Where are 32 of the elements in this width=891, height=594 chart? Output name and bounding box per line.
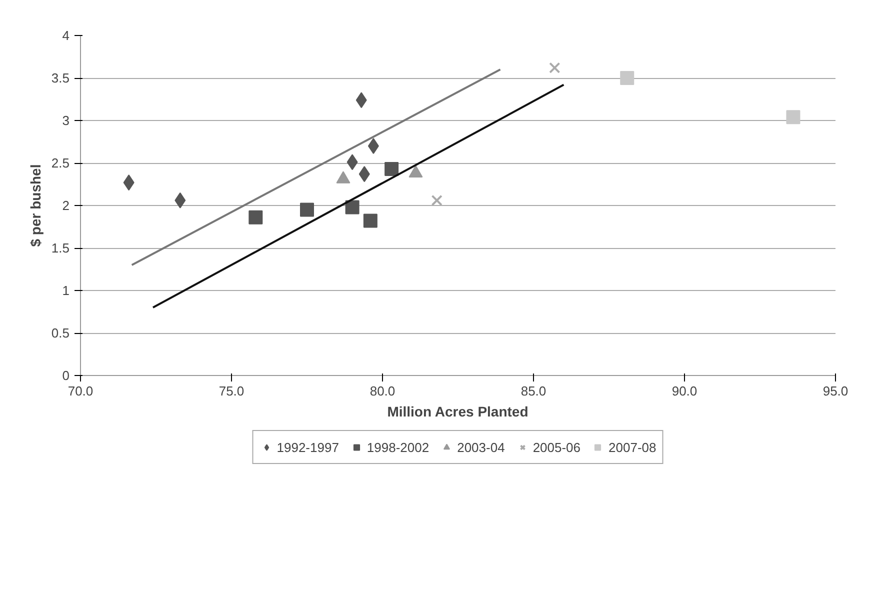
point — [363, 214, 378, 228]
point — [384, 162, 399, 176]
x-tick-label: 70.0 — [68, 384, 94, 398]
legend-label: 2005-06 — [532, 440, 581, 454]
y-tick-label: 4 — [62, 28, 70, 43]
x-tick-label: 95.0 — [822, 384, 848, 398]
point — [300, 202, 314, 217]
x-tick-label: 80.0 — [370, 384, 396, 398]
y-tick-label: 1.5 — [51, 240, 70, 256]
point — [620, 71, 634, 85]
legend-label: 2003-04 — [457, 440, 505, 454]
point — [431, 194, 442, 206]
legend-label: 1992-1997 — [276, 440, 339, 454]
x-axis-title: Million Acres Planted — [387, 404, 528, 420]
y-axis-title: $ per bushel — [27, 164, 44, 247]
y-tick-label: 0.5 — [51, 326, 70, 340]
y-tick-label: 2 — [62, 198, 70, 213]
y-tick-label: 3 — [62, 113, 70, 128]
y-tick-label: 3.5 — [51, 70, 70, 86]
point — [248, 210, 263, 224]
y-tick-label: 1 — [62, 283, 70, 298]
point — [368, 138, 379, 154]
x-tick-label: 90.0 — [672, 384, 698, 398]
x-tick-label: 85.0 — [520, 384, 546, 398]
point — [549, 62, 560, 74]
point — [345, 200, 360, 214]
x-tick-label: 75.0 — [218, 384, 244, 398]
y-tick-label: 0 — [62, 368, 70, 383]
point — [786, 110, 800, 124]
legend-label: 2007-08 — [608, 440, 656, 454]
y-tick-label: 2.5 — [51, 156, 70, 170]
legend-label: 1998-2002 — [366, 440, 430, 454]
